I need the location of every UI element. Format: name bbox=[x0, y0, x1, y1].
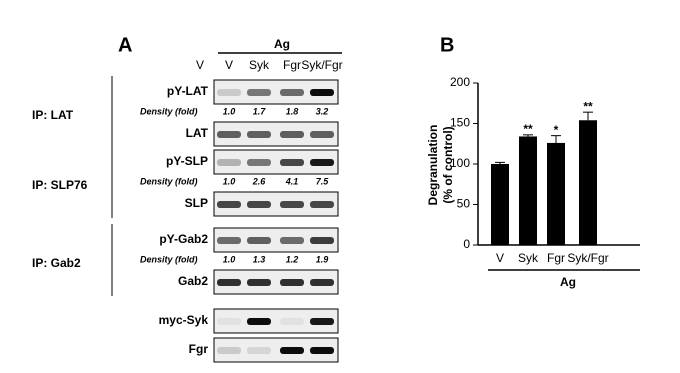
band bbox=[217, 131, 241, 138]
group-label: IP: SLP76 bbox=[32, 178, 88, 192]
density-label: Density (fold) bbox=[140, 176, 198, 186]
band bbox=[310, 131, 334, 138]
lane-label: Fgr bbox=[283, 58, 301, 72]
band bbox=[310, 318, 334, 325]
band bbox=[310, 237, 334, 244]
density-value: 1.9 bbox=[316, 254, 329, 264]
band bbox=[310, 347, 334, 354]
group-label: IP: Gab2 bbox=[32, 256, 81, 270]
blot-label: myc-Syk bbox=[159, 313, 209, 327]
panel-letter: A bbox=[118, 34, 132, 56]
band bbox=[247, 131, 271, 138]
bar bbox=[547, 142, 565, 245]
density-value: 7.5 bbox=[316, 176, 330, 186]
band bbox=[217, 237, 241, 244]
blot-label: SLP bbox=[185, 196, 208, 210]
band bbox=[217, 159, 241, 166]
x-tick-label: Syk bbox=[518, 251, 539, 265]
band bbox=[310, 279, 334, 286]
y-tick-label: 150 bbox=[450, 116, 470, 130]
band bbox=[217, 279, 241, 286]
density-value: 1.0 bbox=[223, 176, 236, 186]
band bbox=[280, 159, 304, 166]
x-tick-label: Syk/Fgr bbox=[567, 251, 608, 265]
y-tick-label: 0 bbox=[463, 237, 470, 251]
band bbox=[217, 318, 241, 325]
density-value: 1.3 bbox=[253, 254, 266, 264]
band bbox=[217, 89, 241, 96]
density-value: 1.7 bbox=[253, 106, 267, 116]
band bbox=[247, 89, 271, 96]
treatment-label: Ag bbox=[274, 37, 290, 51]
significance: ** bbox=[583, 99, 593, 113]
density-label: Density (fold) bbox=[140, 254, 198, 264]
lane-label: Syk/Fgr bbox=[301, 58, 342, 72]
y-axis-label: Degranulation bbox=[426, 125, 440, 206]
blot-label: pY-SLP bbox=[166, 154, 208, 168]
density-value: 4.1 bbox=[285, 176, 299, 186]
y-tick-label: 50 bbox=[457, 197, 471, 211]
density-value: 1.2 bbox=[286, 254, 299, 264]
band bbox=[310, 89, 334, 96]
density-value: 1.0 bbox=[223, 106, 236, 116]
bar bbox=[579, 120, 597, 245]
band bbox=[280, 237, 304, 244]
bar bbox=[519, 136, 537, 245]
x-tick-label: Fgr bbox=[547, 251, 565, 265]
blot-label: LAT bbox=[186, 126, 209, 140]
significance: ** bbox=[523, 122, 533, 136]
density-value: 1.8 bbox=[286, 106, 299, 116]
band bbox=[247, 347, 271, 354]
band bbox=[247, 201, 271, 208]
density-value: 2.6 bbox=[252, 176, 267, 186]
blot-label: Fgr bbox=[189, 342, 209, 356]
band bbox=[247, 279, 271, 286]
blot-label: pY-Gab2 bbox=[159, 232, 208, 246]
band bbox=[280, 89, 304, 96]
blot-label: Gab2 bbox=[178, 274, 208, 288]
panel-letter: B bbox=[440, 34, 454, 56]
significance: * bbox=[554, 123, 559, 137]
x-axis-label: Ag bbox=[560, 275, 576, 289]
y-tick-label: 100 bbox=[450, 156, 470, 170]
band bbox=[310, 159, 334, 166]
band bbox=[247, 237, 271, 244]
x-tick-label: V bbox=[496, 251, 504, 265]
band bbox=[217, 347, 241, 354]
lane-label: Syk bbox=[249, 58, 270, 72]
y-tick-label: 200 bbox=[450, 75, 470, 89]
band bbox=[217, 201, 241, 208]
band bbox=[247, 159, 271, 166]
lane-label: V bbox=[196, 58, 204, 72]
blot-label: pY-LAT bbox=[167, 84, 209, 98]
density-value: 1.0 bbox=[223, 254, 236, 264]
group-label: IP: LAT bbox=[32, 108, 74, 122]
band bbox=[280, 131, 304, 138]
band bbox=[280, 318, 304, 325]
band bbox=[280, 279, 304, 286]
band bbox=[310, 201, 334, 208]
density-label: Density (fold) bbox=[140, 106, 198, 116]
lane-label: V bbox=[225, 58, 233, 72]
band bbox=[280, 201, 304, 208]
bar bbox=[491, 164, 509, 245]
band bbox=[247, 318, 271, 325]
density-value: 3.2 bbox=[316, 106, 329, 116]
y-axis-label: (% of control) bbox=[441, 126, 455, 203]
band bbox=[280, 347, 304, 354]
